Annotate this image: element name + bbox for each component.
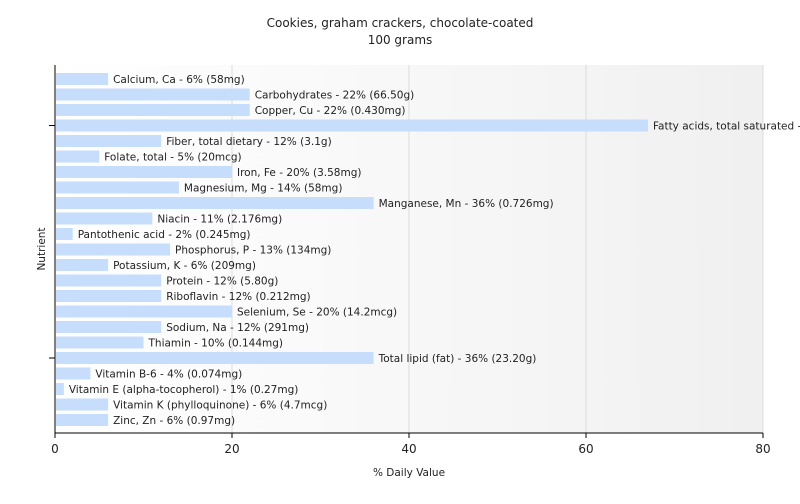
bar-label: Niacin - 11% (2.176mg) [157,214,282,226]
x-ticks: 0 20 40 60 80 [51,433,771,456]
bar [56,166,232,178]
bar [56,305,232,318]
bar [56,104,250,116]
bar [56,383,64,395]
bars: Calcium, Ca - 6% (58mg) Carbohydrates - 2… [56,73,800,427]
bar-label: Total lipid (fat) - 36% (23.20g) [378,353,537,365]
bar [56,197,374,209]
bar [56,352,374,364]
bar-label: Copper, Cu - 22% (0.430mg) [255,105,406,117]
bar [56,414,109,426]
x-tick-label: 0 [51,442,59,456]
bar-label: Vitamin B-6 - 4% (0.074mg) [95,369,242,381]
bar [56,321,162,333]
bar [56,119,648,132]
bar-label: Folate, total - 5% (20mcg) [104,152,241,164]
bar-label: Phosphorus, P - 13% (134mg) [175,245,331,257]
bar [56,274,162,287]
bar-label: Riboflavin - 12% (0.212mg) [166,291,310,303]
bar-label: Selenium, Se - 20% (14.2mcg) [237,307,397,319]
bar [56,73,109,85]
bar [56,181,179,194]
bar [56,336,144,349]
x-tick-label: 40 [401,442,416,456]
bar [56,398,109,411]
bar-label: Protein - 12% (5.80g) [166,276,278,288]
bar-label: Vitamin K (phylloquinone) - 6% (4.7mcg) [113,400,327,412]
x-tick-label: 80 [755,442,770,456]
bar [56,150,100,163]
bar-label: Carbohydrates - 22% (66.50g) [255,90,415,102]
chart-title: Cookies, graham crackers, chocolate-coat… [267,16,534,30]
bar-label: Potassium, K - 6% (209mg) [113,260,256,272]
bar [56,135,162,147]
bar-label: Thiamin - 10% (0.144mg) [148,338,284,350]
bar-label: Pantothenic acid - 2% (0.245mg) [78,229,251,241]
bar [56,228,73,240]
x-axis-title: % Daily Value [373,467,445,479]
y-axis-title: Nutrient [36,227,48,270]
bar-label: Fatty acids, total saturated - 67% (13.3… [653,121,800,133]
bar [56,367,91,380]
bar-label: Iron, Fe - 20% (3.58mg) [237,167,361,179]
y-ticks [49,125,55,359]
bar-label: Sodium, Na - 12% (291mg) [166,322,309,334]
bar-label: Zinc, Zn - 6% (0.97mg) [113,415,235,427]
bar [56,88,250,101]
bar-label: Manganese, Mn - 36% (0.726mg) [379,198,554,210]
bar-label: Calcium, Ca - 6% (58mg) [113,74,245,86]
bar-label: Magnesium, Mg - 14% (58mg) [184,183,343,195]
x-tick-label: 20 [224,442,239,456]
bar-label: Vitamin E (alpha-tocopherol) - 1% (0.27m… [69,384,299,396]
bar [56,243,171,256]
bar [56,212,153,225]
x-tick-label: 60 [578,442,593,456]
bar [56,259,109,271]
bar-label: Fiber, total dietary - 12% (3.1g) [166,136,331,148]
chart-subtitle: 100 grams [368,33,433,47]
bar [56,290,162,302]
